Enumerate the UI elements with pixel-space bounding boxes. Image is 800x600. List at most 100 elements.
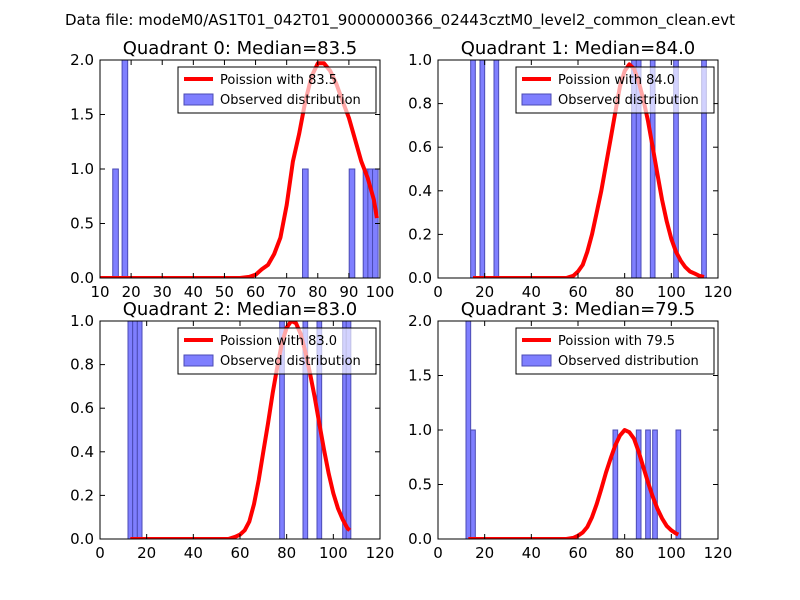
legend: Poission with 83.0 Observed distribution xyxy=(177,327,377,375)
x-tick-label: 60 xyxy=(568,283,587,301)
legend: Poission with 79.5 Observed distribution xyxy=(515,327,715,375)
histogram-bar xyxy=(652,429,658,539)
x-tick-label: 80 xyxy=(308,283,327,301)
histogram-bar xyxy=(470,60,476,278)
y-tick-label: 0.6 xyxy=(408,138,432,156)
histogram-bar xyxy=(465,321,472,539)
legend-bar-swatch xyxy=(521,93,552,106)
legend: Poission with 84.0 Observed distribution xyxy=(515,66,715,114)
histogram-bar xyxy=(279,321,285,539)
x-tick-label: 20 xyxy=(137,544,156,562)
histogram-bar xyxy=(493,60,500,278)
x-tick-label: 100 xyxy=(657,544,686,562)
histogram-bar xyxy=(635,429,642,539)
histogram-bar xyxy=(136,321,143,539)
x-tick-label: 100 xyxy=(366,283,395,301)
histogram-bar xyxy=(701,60,707,278)
x-tick-label: 0 xyxy=(433,544,443,562)
y-tick-label: 1.0 xyxy=(70,160,94,178)
y-tick-label: 1.0 xyxy=(70,312,94,330)
x-tick-label: 40 xyxy=(522,544,541,562)
y-tick-label: 0.0 xyxy=(70,530,94,548)
y-tick-label: 1.0 xyxy=(408,421,432,439)
x-tick-label: 100 xyxy=(319,544,348,562)
x-tick-label: 80 xyxy=(615,283,634,301)
legend-line-label: Poission with 83.0 xyxy=(220,334,337,349)
x-tick-label: 80 xyxy=(615,544,634,562)
legend-bar-label: Observed distribution xyxy=(220,93,361,108)
poisson-curve-line xyxy=(100,61,379,278)
histogram-bar xyxy=(348,168,356,278)
subplot-title: Quadrant 0: Median=83.5 xyxy=(123,38,358,59)
subplot-quadrant-3: 0 20 40 60 80 100 120 0.0 0.5 1.0 1.5 2.0 Quadrant 3… xyxy=(408,299,732,562)
y-tick-label: 0.6 xyxy=(70,399,94,417)
legend-bar-label: Observed distribution xyxy=(558,354,699,369)
histogram-bar xyxy=(612,429,619,539)
histogram-bar xyxy=(470,429,476,539)
figure-suptitle: Data file: modeM0/AS1T01_042T01_90000003… xyxy=(65,11,735,30)
x-tick-label: 40 xyxy=(522,283,541,301)
subplot-grid: 10 20 30 40 50 60 70 80 90 100 0.0 0.5 1.0 1.5 2.0 Quad… xyxy=(70,38,732,562)
y-tick-label: 2.0 xyxy=(70,51,94,69)
subplot-title: Quadrant 1: Median=84.0 xyxy=(461,38,696,59)
x-tick-label: 60 xyxy=(230,544,249,562)
x-tick-label: 60 xyxy=(246,283,265,301)
x-tick-label: 80 xyxy=(277,544,296,562)
histogram-bar xyxy=(121,60,129,278)
x-tick-label: 40 xyxy=(184,544,203,562)
x-tick-label: 70 xyxy=(277,283,296,301)
histogram-bar xyxy=(132,321,138,539)
histogram-bar xyxy=(673,60,679,278)
subplot-quadrant-2: 0 20 40 60 80 100 120 0.0 0.2 0.4 0.6 0.8 1.0 Quadran… xyxy=(70,299,394,562)
legend: Poission with 83.5 Observed distribution xyxy=(177,66,377,114)
x-tick-label: 100 xyxy=(657,283,686,301)
x-tick-label: 50 xyxy=(215,283,234,301)
y-tick-label: 0.0 xyxy=(408,269,432,287)
legend-line-label: Poission with 84.0 xyxy=(558,73,675,88)
x-tick-label: 0 xyxy=(95,544,105,562)
legend-bar-swatch xyxy=(521,354,552,367)
subplot-quadrant-1: 0 20 40 60 80 100 120 0.0 0.2 0.4 0.6 0.8 1.0 Quadran… xyxy=(408,38,732,301)
y-tick-label: 1.5 xyxy=(408,367,432,385)
x-tick-label: 120 xyxy=(704,283,733,301)
legend-line-label: Poission with 83.5 xyxy=(220,73,337,88)
y-tick-label: 0.4 xyxy=(70,443,94,461)
legend-bar-label: Observed distribution xyxy=(220,354,361,369)
histogram-bar xyxy=(479,60,486,278)
y-tick-label: 0.8 xyxy=(70,356,94,374)
histogram-bar xyxy=(112,168,119,278)
subplot-title: Quadrant 3: Median=79.5 xyxy=(461,299,696,320)
x-tick-label: 20 xyxy=(122,283,141,301)
histogram-bar xyxy=(345,321,352,539)
histogram-bar xyxy=(675,429,682,539)
x-tick-label: 10 xyxy=(90,283,109,301)
histogram-bar xyxy=(302,168,309,278)
y-tick-label: 0.8 xyxy=(408,95,432,113)
y-tick-label: 2.0 xyxy=(408,312,432,330)
y-tick-label: 0.2 xyxy=(408,225,432,243)
histogram-bar xyxy=(302,321,309,539)
histogram-bar xyxy=(127,321,134,539)
x-tick-label: 20 xyxy=(475,544,494,562)
y-tick-label: 0.0 xyxy=(408,530,432,548)
x-tick-label: 120 xyxy=(704,544,733,562)
x-tick-label: 90 xyxy=(339,283,358,301)
histogram-bar xyxy=(635,60,642,278)
y-tick-label: 1.5 xyxy=(70,106,94,124)
x-tick-label: 40 xyxy=(184,283,203,301)
y-tick-label: 0.5 xyxy=(70,215,94,233)
poisson-curve-line xyxy=(468,428,680,539)
x-tick-label: 60 xyxy=(568,544,587,562)
y-tick-label: 0.5 xyxy=(408,476,432,494)
y-tick-label: 1.0 xyxy=(408,51,432,69)
legend-line-label: Poission with 79.5 xyxy=(558,334,675,349)
subplot-quadrant-0: 10 20 30 40 50 60 70 80 90 100 0.0 0.5 1.0 1.5 2.0 Quad… xyxy=(70,38,394,301)
x-tick-label: 30 xyxy=(153,283,172,301)
x-tick-label: 120 xyxy=(366,544,395,562)
y-tick-label: 0.4 xyxy=(408,182,432,200)
y-tick-label: 0.2 xyxy=(70,486,94,504)
x-tick-label: 0 xyxy=(433,283,443,301)
y-tick-label: 0.0 xyxy=(70,269,94,287)
subplot-title: Quadrant 2: Median=83.0 xyxy=(123,299,358,320)
